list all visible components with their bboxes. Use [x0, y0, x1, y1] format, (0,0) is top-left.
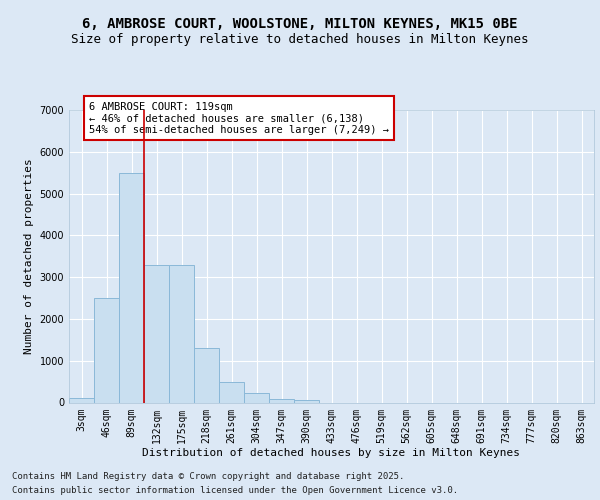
Bar: [294, 400, 319, 402]
Bar: [144, 264, 169, 402]
X-axis label: Distribution of detached houses by size in Milton Keynes: Distribution of detached houses by size …: [143, 448, 521, 458]
Bar: [69, 398, 94, 402]
Bar: [94, 298, 119, 403]
Y-axis label: Number of detached properties: Number of detached properties: [24, 158, 34, 354]
Bar: [269, 398, 294, 402]
Bar: [244, 394, 269, 402]
Bar: [219, 382, 244, 402]
Text: Size of property relative to detached houses in Milton Keynes: Size of property relative to detached ho…: [71, 32, 529, 46]
Bar: [194, 348, 219, 403]
Bar: [169, 264, 194, 402]
Text: Contains public sector information licensed under the Open Government Licence v3: Contains public sector information licen…: [12, 486, 458, 495]
Bar: [119, 172, 144, 402]
Text: 6, AMBROSE COURT, WOOLSTONE, MILTON KEYNES, MK15 0BE: 6, AMBROSE COURT, WOOLSTONE, MILTON KEYN…: [82, 18, 518, 32]
Text: Contains HM Land Registry data © Crown copyright and database right 2025.: Contains HM Land Registry data © Crown c…: [12, 472, 404, 481]
Text: 6 AMBROSE COURT: 119sqm
← 46% of detached houses are smaller (6,138)
54% of semi: 6 AMBROSE COURT: 119sqm ← 46% of detache…: [89, 102, 389, 135]
